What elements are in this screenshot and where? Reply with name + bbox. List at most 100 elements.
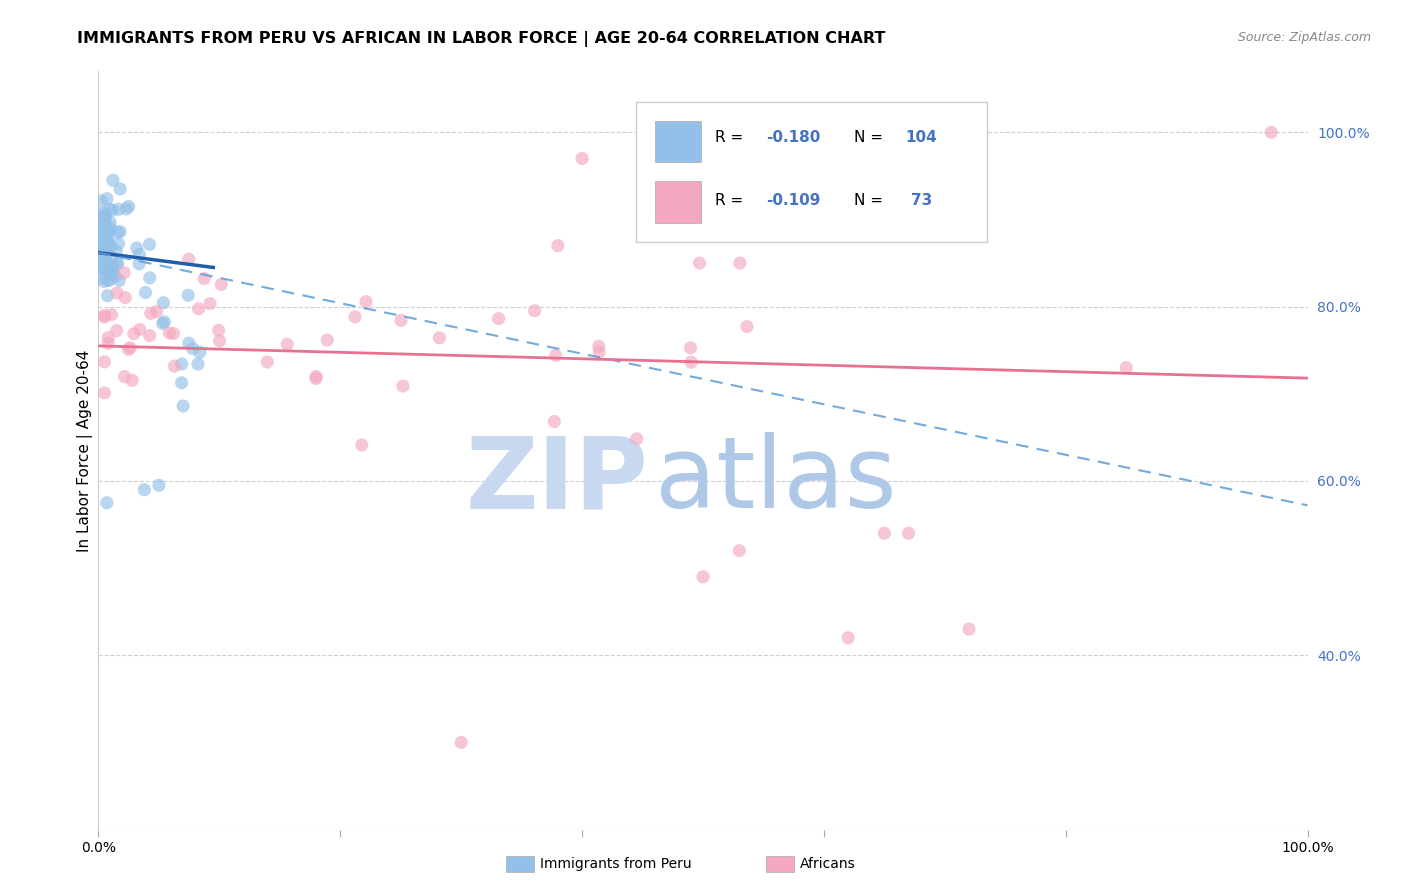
Point <box>125 241 148 255</box>
Point <box>94 210 117 224</box>
Point <box>343 310 366 324</box>
Point <box>588 339 610 353</box>
Point <box>91 250 114 264</box>
Point <box>100 259 122 273</box>
Point <box>100 308 122 322</box>
Point <box>94 245 117 260</box>
Point <box>873 526 896 541</box>
Point <box>316 333 339 347</box>
Point <box>152 295 174 310</box>
Point <box>89 255 111 269</box>
Point <box>897 526 920 541</box>
Point <box>543 415 565 429</box>
Point <box>121 373 143 387</box>
Point <box>93 260 115 274</box>
Point <box>89 208 111 222</box>
Point <box>93 310 115 324</box>
Point <box>105 324 128 338</box>
Point <box>105 257 128 271</box>
Point <box>98 273 121 287</box>
Point <box>93 252 115 266</box>
Point <box>89 239 111 253</box>
Point <box>108 182 131 196</box>
Point <box>626 432 648 446</box>
Point <box>91 249 114 263</box>
Point <box>118 199 141 213</box>
Point <box>392 379 415 393</box>
Point <box>735 319 758 334</box>
Point <box>679 341 702 355</box>
Point <box>91 233 114 247</box>
Point <box>96 192 118 206</box>
Point <box>108 273 131 287</box>
Point <box>181 342 204 356</box>
Point <box>107 226 129 240</box>
Point <box>187 301 209 316</box>
Point <box>728 543 751 558</box>
Point <box>957 622 980 636</box>
Point <box>107 202 129 217</box>
Point <box>93 236 115 251</box>
Text: R =: R = <box>716 130 748 145</box>
Point <box>97 235 120 249</box>
Text: atlas: atlas <box>655 433 896 529</box>
Point <box>177 288 200 302</box>
Point <box>91 254 114 268</box>
Text: 104: 104 <box>905 130 936 145</box>
Point <box>104 269 127 284</box>
Y-axis label: In Labor Force | Age 20-64: In Labor Force | Age 20-64 <box>76 350 93 551</box>
Point <box>94 259 117 273</box>
Point <box>728 256 751 270</box>
Point <box>138 328 160 343</box>
Point <box>681 355 703 369</box>
Point <box>177 336 200 351</box>
Text: ZIP: ZIP <box>465 433 648 529</box>
Point <box>90 233 112 247</box>
Point <box>114 291 136 305</box>
Point <box>163 359 186 373</box>
Point <box>305 371 328 385</box>
Text: N =: N = <box>855 130 889 145</box>
Point <box>145 304 167 318</box>
Point <box>134 483 156 497</box>
Point <box>389 313 412 327</box>
Point <box>107 236 129 251</box>
Point <box>429 331 451 345</box>
Text: -0.180: -0.180 <box>766 130 820 145</box>
Point <box>571 152 593 166</box>
Point <box>89 216 111 230</box>
Point <box>170 357 193 371</box>
Point <box>120 341 142 355</box>
Point <box>96 496 118 510</box>
Point <box>93 242 115 256</box>
Point <box>692 570 714 584</box>
Point <box>93 263 115 277</box>
Point <box>547 238 569 252</box>
Point <box>101 251 124 265</box>
Point <box>96 244 118 259</box>
Point <box>90 194 112 208</box>
Point <box>350 438 373 452</box>
Point <box>90 244 112 259</box>
Point <box>209 277 232 292</box>
Point <box>96 221 118 235</box>
Point <box>96 246 118 260</box>
Point <box>101 260 124 275</box>
Point <box>115 202 138 216</box>
Point <box>134 285 156 300</box>
Point <box>89 228 111 243</box>
Point <box>523 303 546 318</box>
Point <box>198 296 221 310</box>
Point <box>89 242 111 256</box>
Point <box>208 334 231 348</box>
Point <box>101 203 124 218</box>
Point <box>100 267 122 281</box>
Point <box>97 244 120 259</box>
FancyBboxPatch shape <box>655 181 700 223</box>
Point <box>90 238 112 252</box>
Text: 73: 73 <box>911 193 932 208</box>
Point <box>91 206 114 220</box>
Point <box>100 260 122 275</box>
Point <box>177 252 200 267</box>
Point <box>208 323 231 337</box>
